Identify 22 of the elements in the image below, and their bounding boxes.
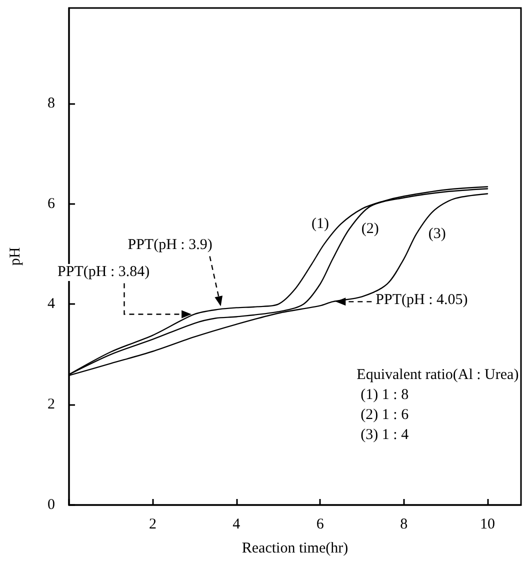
annotation: (1) 1 : 8 bbox=[360, 386, 410, 404]
x-axis-title: Reaction time(hr) bbox=[242, 540, 348, 556]
annotation: PPT(pH : 4.05) bbox=[374, 292, 469, 309]
x-tick-label: 2 bbox=[148, 516, 156, 532]
y-axis-title: pH bbox=[8, 247, 24, 266]
y-tick-label: 2 bbox=[48, 396, 55, 413]
x-tick-label: 10 bbox=[480, 516, 496, 532]
annotation: PPT(pH : 3.9) bbox=[126, 237, 214, 254]
series-label: (3) bbox=[428, 226, 446, 242]
y-tick-label: 4 bbox=[48, 296, 56, 312]
x-tick-label: 4 bbox=[232, 516, 241, 532]
annotation: (3) 1 : 4 bbox=[360, 426, 410, 444]
annotation: Equivalent ratio(Al : Urea) bbox=[356, 366, 520, 384]
annotation: PPT(pH : 3.84) bbox=[56, 264, 151, 282]
series-label: (2) bbox=[361, 220, 379, 237]
x-tick-label: 8 bbox=[400, 516, 408, 532]
y-tick-label: 6 bbox=[48, 196, 56, 212]
y-tick-label: 8 bbox=[48, 95, 55, 112]
series-label: (1) bbox=[312, 216, 330, 232]
x-tick-label: 6 bbox=[316, 516, 324, 532]
annotation: (2) 1 : 6 bbox=[360, 406, 410, 424]
y-tick-label: 0 bbox=[48, 497, 55, 513]
